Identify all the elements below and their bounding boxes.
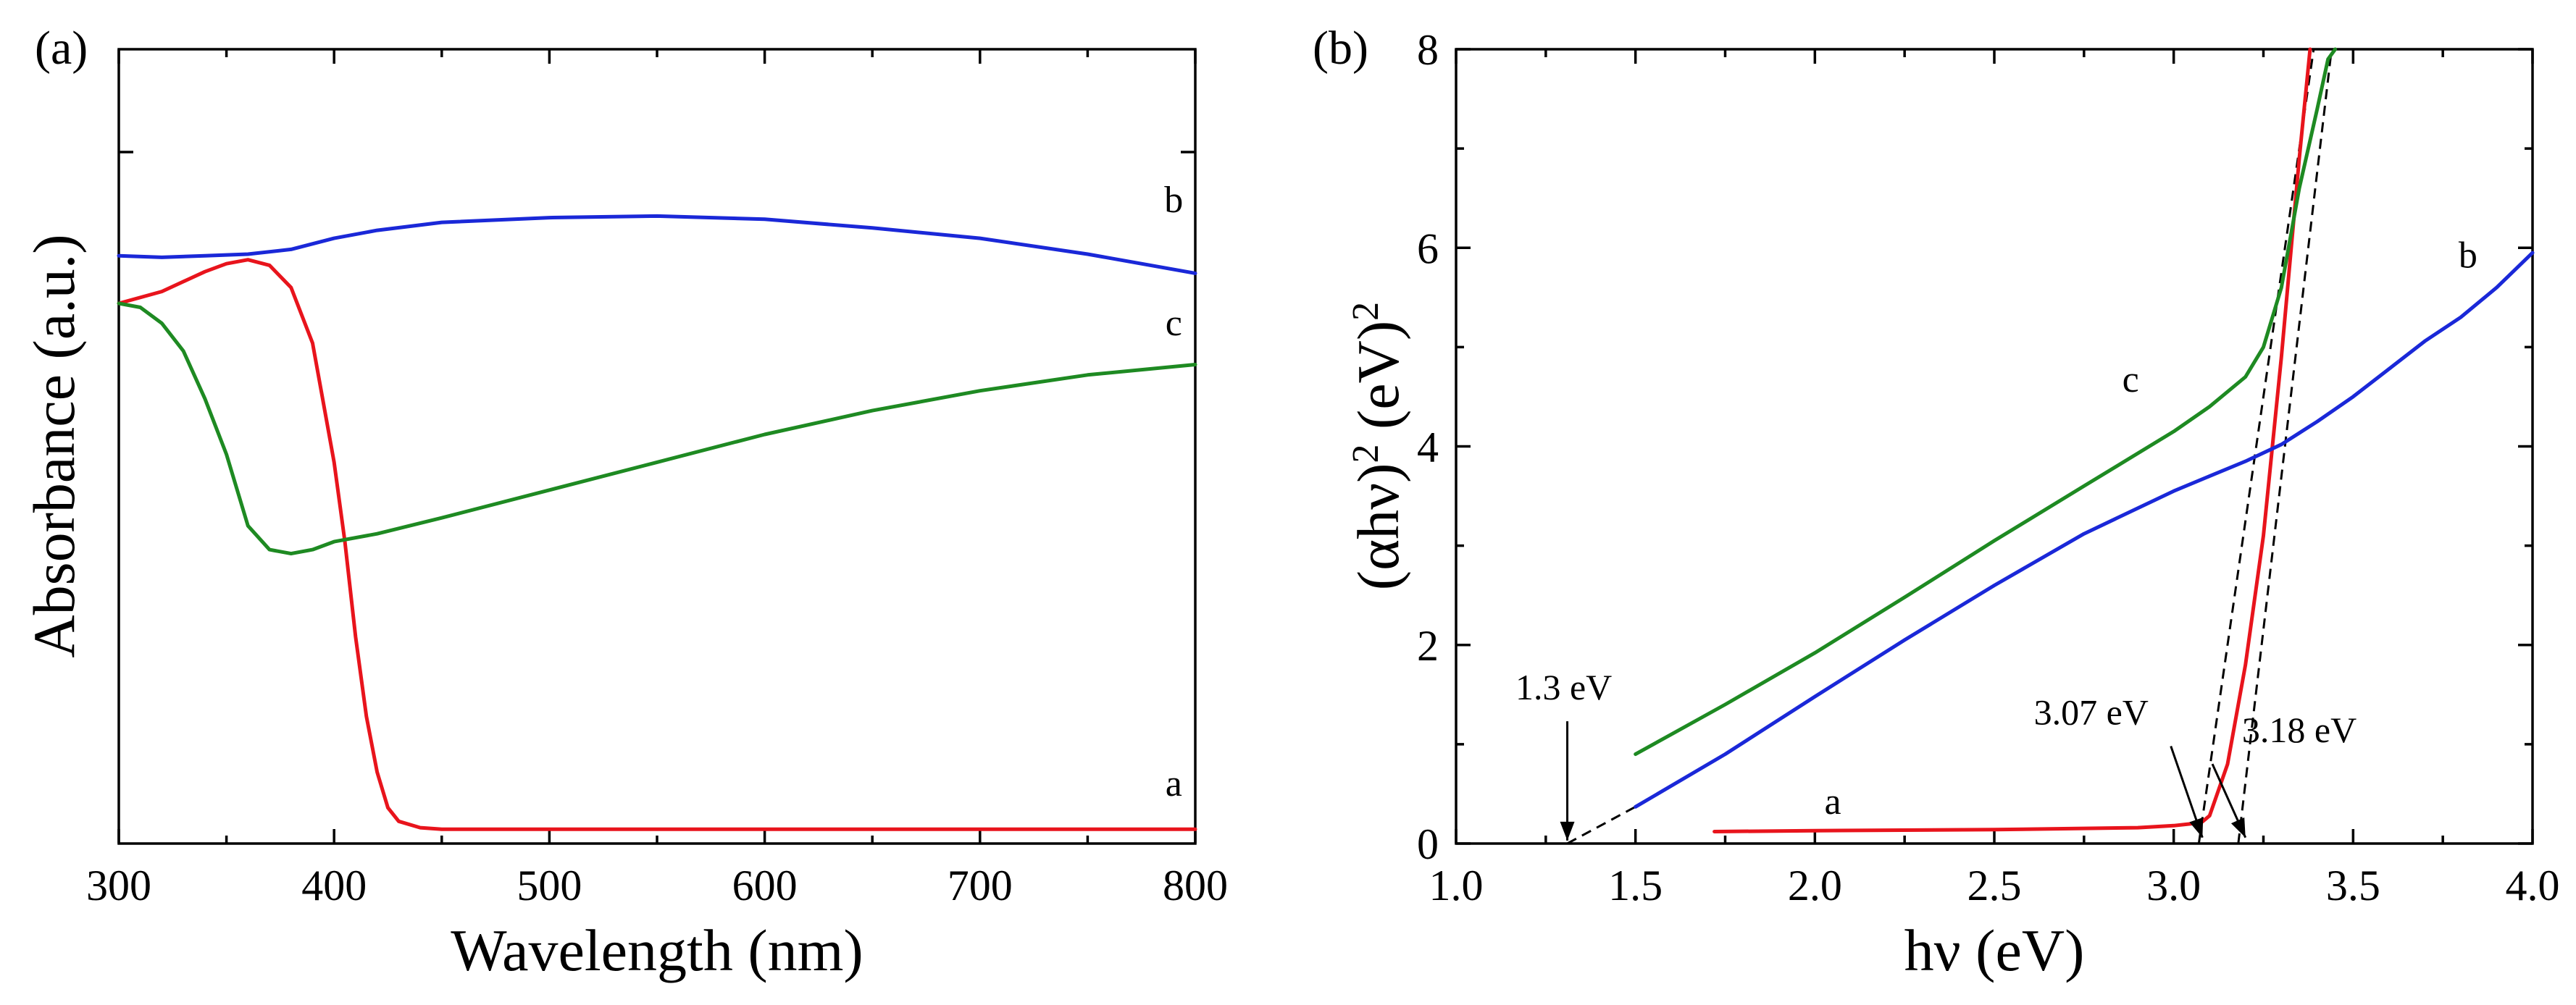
annotation-arrow-head xyxy=(2230,817,2246,838)
x-tick-label: 500 xyxy=(517,862,582,909)
bandgap-annotation: 1.3 eV xyxy=(1515,667,1612,707)
panel-a-series xyxy=(117,214,1197,831)
panel-b-frame xyxy=(1455,48,2534,845)
x-tick-label: 600 xyxy=(732,862,798,909)
y-tick-label: 4 xyxy=(1417,424,1439,471)
panel-b-annotations: 1.3 eV 3.07 eV 3.18 eV xyxy=(1515,667,2357,841)
curve-label-c: c xyxy=(2123,359,2139,400)
panel-b-fit-lines xyxy=(1566,49,2333,845)
linear-fit-line xyxy=(2197,49,2315,844)
curve-label-a: a xyxy=(1825,781,1841,823)
panel-b-curve-labels: b c a xyxy=(1825,235,2477,823)
y-tick-label: 6 xyxy=(1417,224,1439,272)
x-tick-label: 4.0 xyxy=(2506,862,2560,909)
linear-fit-line xyxy=(1566,805,1636,845)
panel-a: (a) 300 400 500 600 700 800 b c a Wavelength (n… xyxy=(21,22,1228,983)
panel-b-y-title-sup1: 2 xyxy=(1345,445,1387,463)
curve-label-b: b xyxy=(1164,180,1183,221)
y-tick-label: 8 xyxy=(1417,26,1439,74)
annotation-arrow-head xyxy=(2189,817,2204,838)
panel-b-y-ticks: 0 2 4 6 8 xyxy=(1417,26,2533,868)
bandgap-annotation: 3.18 eV xyxy=(2242,710,2357,750)
annotation-arrow-head xyxy=(1560,821,1575,841)
y-tick-label: 0 xyxy=(1417,820,1439,868)
panel-b-y-title-mid: (eV) xyxy=(1345,321,1411,445)
series-c-line xyxy=(117,301,1197,556)
x-tick-label: 300 xyxy=(86,862,151,909)
panel-b: (b) 1.0 1.5 2.0 2.5 3.0 3.5 4.0 0 2 4 6 8 1.3 eV 3.… xyxy=(1313,22,2560,983)
x-tick-label: 2.5 xyxy=(1967,862,2022,909)
panel-b-series xyxy=(1634,47,2535,833)
curve-label-a: a xyxy=(1166,763,1182,804)
panel-b-label: (b) xyxy=(1313,22,1368,75)
x-tick-label: 1.0 xyxy=(1429,862,1484,909)
panel-a-y-axis-title: Absorbance (a.u.) xyxy=(21,234,87,657)
series-b-line xyxy=(117,214,1197,275)
panel-a-label: (a) xyxy=(35,22,88,75)
panel-a-x-axis-title: Wavelength (nm) xyxy=(451,917,863,983)
x-tick-label: 2.0 xyxy=(1788,862,1842,909)
x-tick-label: 800 xyxy=(1163,862,1228,909)
series-a-line xyxy=(1713,47,2312,833)
panel-b-y-axis-title: (αhν)2 (eV)2 xyxy=(1345,302,1412,590)
panel-b-y-title-sup2: 2 xyxy=(1345,302,1387,321)
series-b-line xyxy=(1634,251,2535,809)
x-tick-label: 1.5 xyxy=(1608,862,1663,909)
panel-b-x-axis-title: hν (eV) xyxy=(1904,917,2085,983)
x-tick-label: 400 xyxy=(301,862,367,909)
panel-b-x-ticks: 1.0 1.5 2.0 2.5 3.0 3.5 4.0 xyxy=(1429,49,2560,909)
series-c-line xyxy=(1634,47,2338,757)
panel-a-x-ticks: 300 400 500 600 700 800 xyxy=(86,49,1228,909)
panel-b-y-title-base: (αhν) xyxy=(1345,463,1411,591)
x-tick-label: 700 xyxy=(948,862,1013,909)
y-tick-label: 2 xyxy=(1417,622,1439,670)
curve-label-c: c xyxy=(1166,303,1182,344)
x-tick-label: 3.5 xyxy=(2326,862,2380,909)
linear-fit-line xyxy=(2237,49,2333,844)
bandgap-annotation: 3.07 eV xyxy=(2034,691,2149,732)
curve-label-b: b xyxy=(2459,235,2477,277)
series-a-line xyxy=(117,258,1197,831)
panel-a-frame xyxy=(117,48,1197,845)
panel-a-curve-labels: b c a xyxy=(1164,180,1183,804)
x-tick-label: 3.0 xyxy=(2146,862,2201,909)
